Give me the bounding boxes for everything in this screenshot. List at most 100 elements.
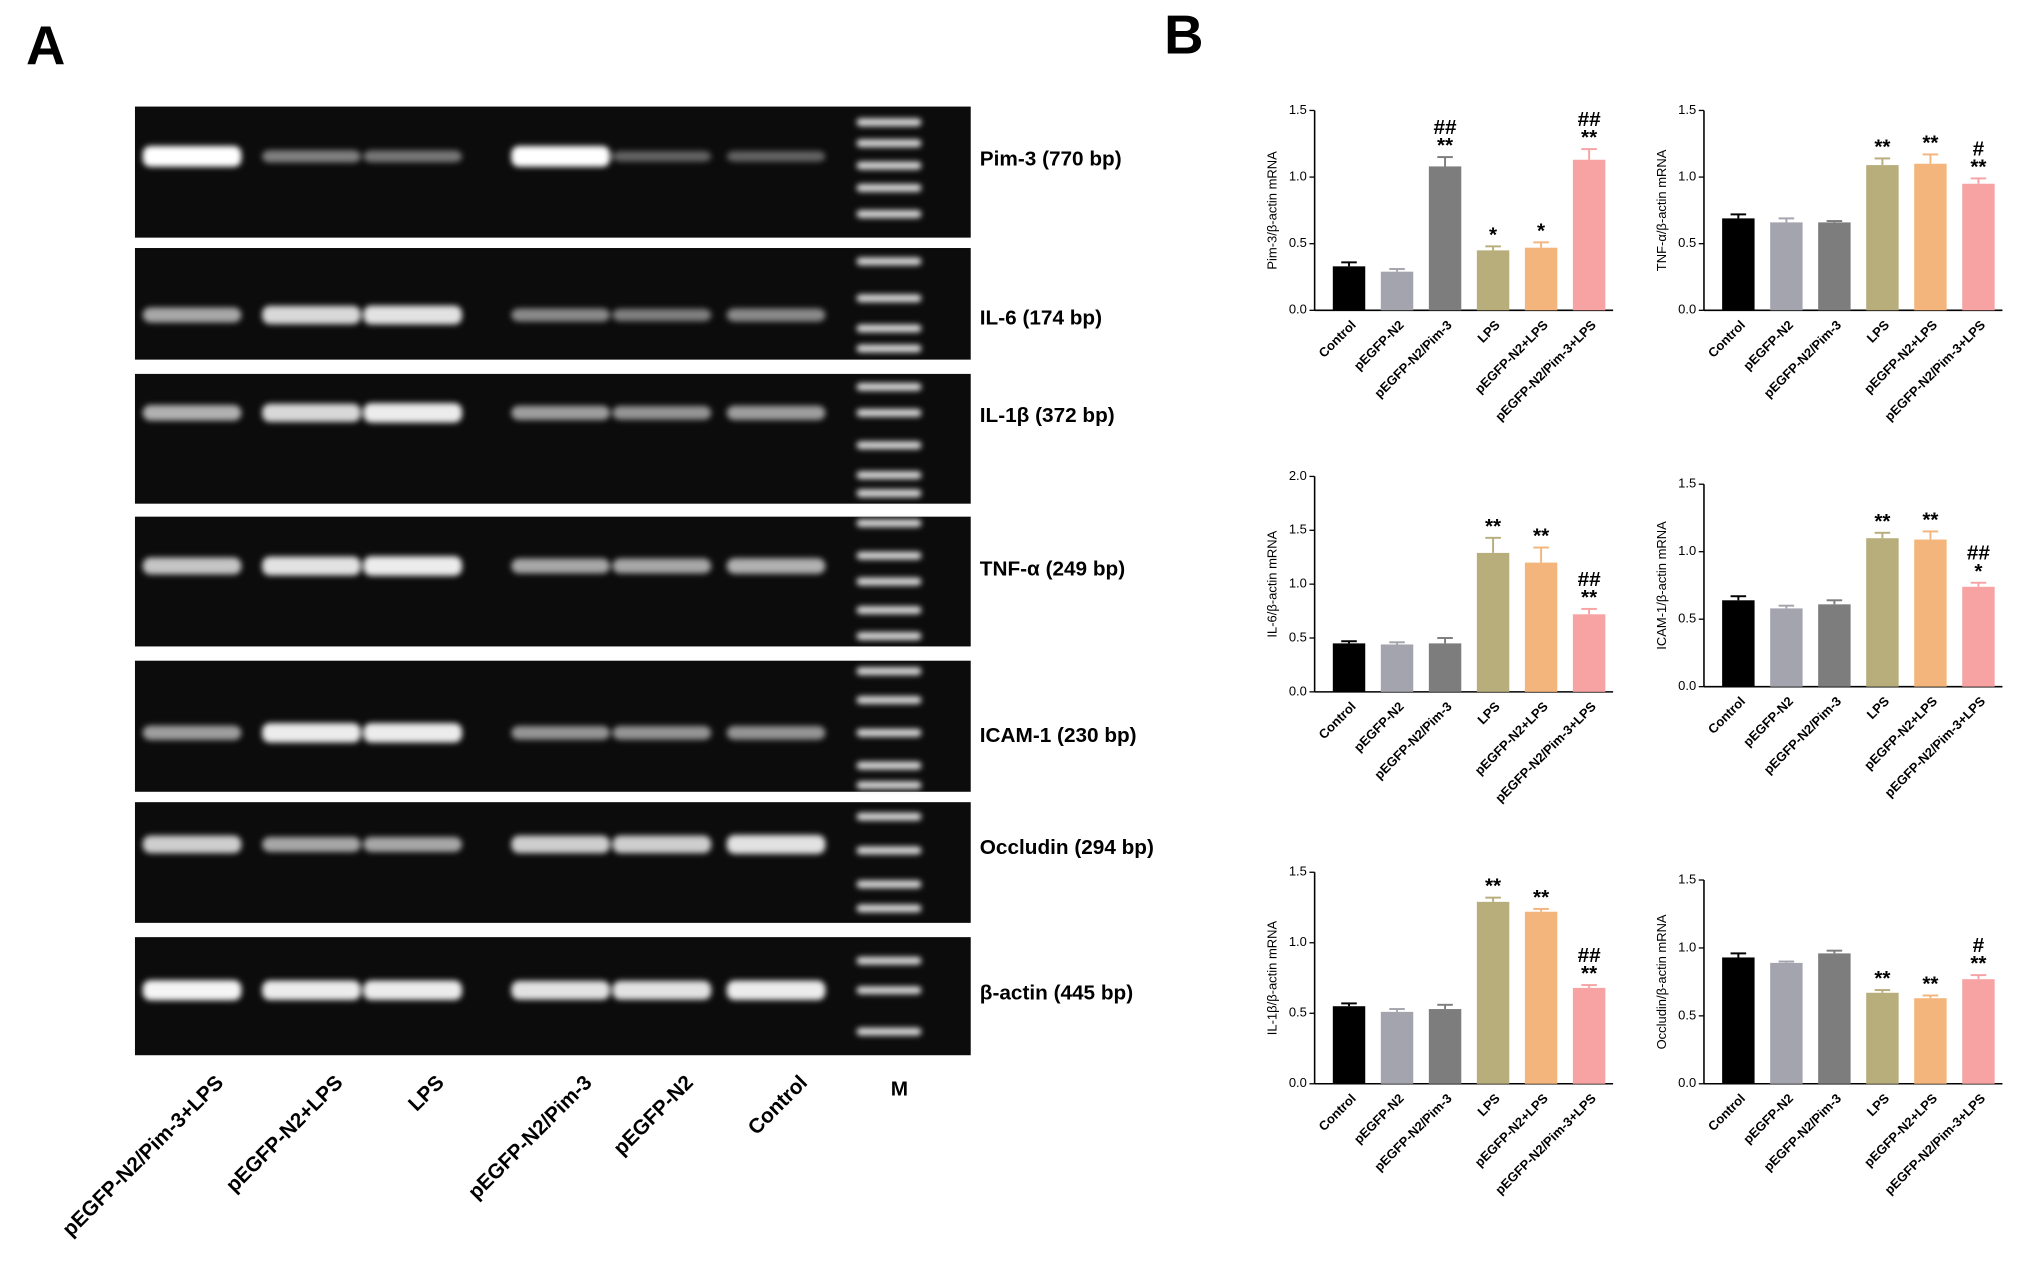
y-tick-label: 1.5 bbox=[1678, 102, 1696, 117]
marker-band bbox=[856, 408, 922, 417]
bar bbox=[1572, 614, 1606, 692]
gel-band bbox=[612, 406, 712, 420]
significance-mark: ** bbox=[1581, 126, 1598, 149]
y-tick-label: 0.0 bbox=[1289, 1075, 1307, 1090]
x-tick-label: LPS bbox=[1474, 317, 1503, 346]
bar bbox=[1380, 271, 1414, 311]
y-tick-label: 1.0 bbox=[1289, 576, 1307, 591]
gel-band bbox=[142, 145, 242, 167]
marker-band bbox=[856, 382, 922, 391]
significance-mark: ## bbox=[1578, 944, 1602, 967]
y-axis-label: IL-1β/β-actin mRNA bbox=[1265, 920, 1280, 1035]
x-tick-label: Control bbox=[1705, 694, 1748, 737]
gel-band bbox=[612, 980, 712, 1000]
gel-band bbox=[511, 558, 610, 574]
significance-mark: ** bbox=[1485, 875, 1502, 898]
marker-band bbox=[856, 257, 922, 266]
bar bbox=[1476, 250, 1510, 311]
significance-mark: # bbox=[1973, 137, 1985, 160]
bar bbox=[1866, 538, 1899, 687]
y-tick-label: 1.0 bbox=[1678, 543, 1696, 558]
y-tick-label: 0.0 bbox=[1289, 683, 1307, 698]
bar bbox=[1866, 992, 1899, 1084]
lane-label: pEGFP-N2 bbox=[609, 1071, 698, 1160]
x-tick-label: Control bbox=[1316, 317, 1359, 360]
marker-band bbox=[856, 577, 922, 586]
gel-band bbox=[262, 305, 361, 325]
y-tick-label: 0.5 bbox=[1678, 1007, 1696, 1022]
marker-band bbox=[856, 489, 922, 498]
y-tick-label: 1.0 bbox=[1289, 168, 1307, 183]
gel-strip bbox=[134, 516, 971, 647]
marker-band bbox=[856, 441, 922, 450]
gel-bands bbox=[142, 667, 922, 790]
lane-label: pEGFP-N2/Pim-3 bbox=[464, 1071, 597, 1204]
bar bbox=[1332, 643, 1366, 692]
band-label: TNF-α (249 bp) bbox=[980, 557, 1125, 580]
lane-label: pEGFP-N2/Pim-3+LPS bbox=[58, 1071, 228, 1241]
gel-band bbox=[726, 405, 826, 420]
y-tick-label: 2.0 bbox=[1289, 468, 1307, 483]
y-axis-label: Pim-3/β-actin mRNA bbox=[1265, 151, 1280, 270]
marker-band bbox=[856, 632, 922, 640]
y-tick-label: 1.0 bbox=[1289, 934, 1307, 949]
x-tick-label: LPS bbox=[1474, 1090, 1503, 1119]
bar bbox=[1524, 562, 1558, 692]
bar bbox=[1818, 604, 1851, 687]
significance-mark: ** bbox=[1874, 510, 1891, 533]
band-label: ICAM-1 (230 bp) bbox=[980, 724, 1137, 747]
band-label: IL-1β (372 bp) bbox=[980, 404, 1115, 427]
gel-band bbox=[612, 835, 712, 854]
marker-band bbox=[856, 139, 922, 148]
significance-mark: ** bbox=[1485, 515, 1502, 538]
bar bbox=[1524, 911, 1558, 1084]
marker-band bbox=[856, 183, 922, 192]
bar bbox=[1524, 247, 1558, 311]
lane-label: pEGFP-N2+LPS bbox=[222, 1071, 348, 1197]
significance-mark: ** bbox=[1581, 962, 1598, 985]
x-tick-label: LPS bbox=[1474, 699, 1503, 728]
significance-mark: ** bbox=[1874, 967, 1891, 990]
significance-mark: # bbox=[1973, 934, 1985, 957]
bar bbox=[1476, 552, 1510, 692]
marker-band bbox=[856, 728, 922, 737]
y-tick-label: 0.5 bbox=[1678, 611, 1696, 626]
marker-band bbox=[856, 344, 922, 353]
marker-band bbox=[856, 761, 922, 770]
gel-band bbox=[726, 835, 826, 854]
marker-band bbox=[856, 904, 922, 913]
gel-bands bbox=[142, 257, 922, 353]
gel-strip bbox=[134, 373, 971, 504]
x-tick-label: Control bbox=[1705, 317, 1748, 360]
band-label: IL-6 (174 bp) bbox=[980, 306, 1102, 329]
panel-label: A bbox=[26, 15, 65, 76]
bar bbox=[1770, 962, 1803, 1084]
y-tick-label: 0.0 bbox=[1678, 302, 1696, 317]
bar bbox=[1572, 987, 1606, 1084]
significance-mark: ** bbox=[1922, 509, 1939, 532]
significance-mark: ## bbox=[1578, 108, 1602, 131]
y-axis-label: IL-6/β-actin mRNA bbox=[1265, 530, 1280, 637]
significance-mark: ** bbox=[1970, 952, 1987, 975]
gel-band bbox=[142, 405, 242, 421]
marker-band bbox=[856, 956, 922, 965]
marker-band bbox=[856, 551, 922, 560]
gel-band bbox=[262, 150, 361, 163]
lane-label: LPS bbox=[404, 1071, 449, 1116]
marker-band bbox=[856, 667, 922, 676]
marker-band bbox=[856, 986, 922, 995]
bar bbox=[1722, 600, 1755, 687]
y-axis-label: TNF-α/β-actin mRNA bbox=[1654, 149, 1669, 271]
bar bbox=[1818, 953, 1851, 1084]
panel-label: B bbox=[1164, 4, 1203, 65]
significance-mark: ** bbox=[1922, 973, 1939, 996]
y-tick-label: 1.5 bbox=[1678, 476, 1696, 491]
significance-mark: ** bbox=[1581, 586, 1598, 609]
marker-band bbox=[856, 880, 922, 889]
significance-mark: ** bbox=[1533, 525, 1550, 548]
gel-band bbox=[612, 558, 712, 574]
gel-band bbox=[142, 980, 242, 1001]
bar bbox=[1572, 159, 1606, 311]
bar bbox=[1722, 957, 1755, 1084]
